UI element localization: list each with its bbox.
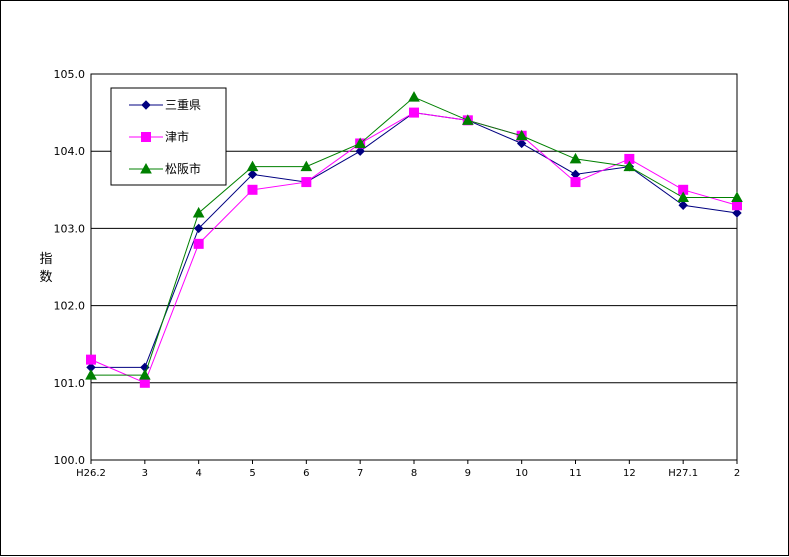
- x-tick-label: 6: [303, 468, 309, 479]
- y-axis-label: 指数: [39, 252, 52, 285]
- data-point: [570, 177, 581, 188]
- legend-label: 松阪市: [165, 161, 201, 176]
- series-layer: [85, 91, 743, 388]
- data-point: [193, 238, 204, 249]
- y-axis-ticks: 100.0 101.0 102.0 103.0 104.0 105.0: [54, 68, 86, 467]
- x-tick-label: 2: [734, 468, 740, 479]
- data-point: [677, 191, 690, 203]
- legend-entry: 三重県: [129, 98, 201, 112]
- data-point: [193, 223, 204, 234]
- y-axis-label-char: 数: [39, 270, 52, 285]
- x-tick-label: H26.2: [76, 468, 106, 479]
- data-point: [355, 146, 365, 156]
- data-point: [732, 200, 742, 211]
- data-point: [247, 184, 258, 195]
- data-point: [354, 137, 367, 148]
- data-point: [731, 191, 743, 203]
- data-point: [678, 200, 688, 210]
- data-point: [300, 160, 313, 172]
- series-3: [85, 91, 743, 380]
- data-point: [85, 369, 97, 380]
- x-tick-label: 5: [249, 468, 255, 479]
- data-point: [192, 206, 205, 218]
- legend-entry: 津市: [129, 129, 189, 144]
- x-tick-label: 11: [569, 468, 582, 479]
- y-tick-label: 101.0: [54, 377, 86, 390]
- x-tick-label: 4: [195, 468, 201, 479]
- legend-label: 三重県: [165, 98, 201, 112]
- x-axis-ticks: H26.2 3 4 5 6 7 8 9 10 11 12 H27.1 2: [76, 460, 740, 479]
- y-axis-label-char: 指: [39, 252, 52, 267]
- data-point: [732, 208, 742, 218]
- data-point: [86, 354, 96, 365]
- data-point: [515, 129, 528, 141]
- data-point: [516, 138, 527, 149]
- y-tick-label: 100.0: [54, 454, 86, 467]
- legend-label: 津市: [165, 129, 189, 144]
- legend-marker: [141, 132, 151, 142]
- x-tick-label: 12: [623, 468, 636, 479]
- series-2: [86, 107, 742, 388]
- y-tick-label: 105.0: [54, 68, 86, 81]
- data-point: [246, 160, 259, 172]
- x-tick-label: 9: [465, 468, 471, 479]
- x-tick-label: 10: [515, 468, 528, 479]
- data-point: [623, 160, 636, 172]
- legend-marker: [140, 162, 152, 174]
- data-point: [409, 107, 419, 118]
- legend-marker: [141, 100, 151, 110]
- data-point: [301, 177, 312, 188]
- x-tick-label: 7: [357, 468, 363, 479]
- x-tick-label: H27.1: [668, 468, 698, 479]
- data-point: [138, 369, 151, 380]
- x-tick-label: 3: [142, 468, 148, 479]
- data-point: [408, 91, 420, 102]
- x-tick-label: 8: [411, 468, 417, 479]
- y-tick-label: 102.0: [54, 300, 86, 313]
- data-point: [139, 377, 150, 388]
- data-point: [569, 152, 582, 164]
- y-tick-label: 103.0: [54, 222, 86, 235]
- data-point: [461, 114, 474, 125]
- legend-entry: 松阪市: [129, 161, 201, 176]
- data-point: [247, 169, 258, 180]
- y-tick-label: 104.0: [54, 145, 86, 158]
